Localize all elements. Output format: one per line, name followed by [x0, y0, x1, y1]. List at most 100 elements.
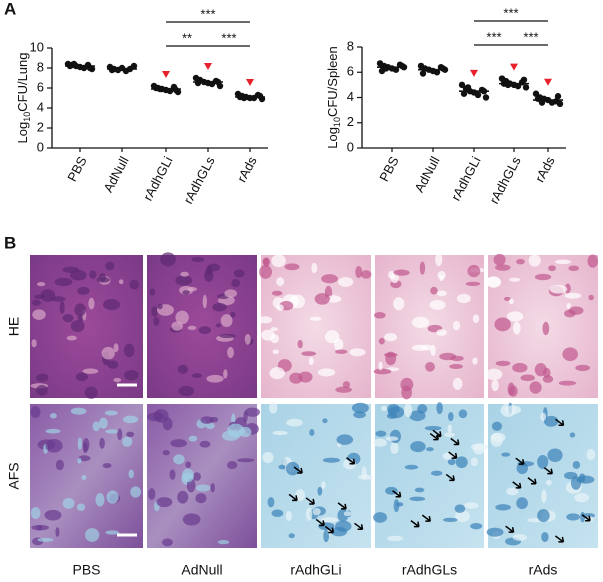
texture	[588, 294, 594, 301]
texture	[198, 326, 212, 335]
texture	[76, 503, 86, 511]
texture	[92, 421, 101, 432]
micrograph	[147, 255, 257, 398]
texture	[485, 276, 501, 287]
y-axis-label: Log10CFU/Lung	[15, 53, 32, 144]
texture	[170, 439, 188, 448]
significance-label: ***	[221, 30, 236, 45]
texture	[306, 507, 313, 521]
texture	[171, 321, 183, 331]
texture	[177, 490, 189, 504]
texture	[528, 254, 541, 267]
y-axis-label: Log10CFU/Spleen	[325, 46, 342, 149]
texture	[322, 457, 340, 463]
texture	[472, 314, 480, 324]
data-point	[419, 70, 427, 77]
texture	[77, 437, 82, 450]
texture	[542, 321, 550, 336]
texture	[74, 303, 86, 317]
texture	[270, 327, 278, 332]
y-axis-label-part: CFU/Lung	[15, 53, 30, 112]
texture	[103, 299, 121, 311]
texture	[321, 481, 326, 490]
texture	[205, 422, 215, 430]
texture	[580, 511, 585, 523]
texture	[336, 434, 354, 445]
texture	[520, 374, 535, 382]
texture	[390, 272, 399, 284]
texture	[278, 464, 286, 470]
arrow	[581, 514, 591, 522]
data-point	[522, 84, 530, 91]
texture	[512, 533, 528, 541]
texture	[288, 533, 295, 539]
texture	[467, 264, 481, 278]
y-axis-label-part: Log	[15, 122, 30, 144]
texture	[516, 258, 525, 265]
texture	[317, 368, 336, 377]
texture	[99, 437, 105, 449]
texture	[231, 278, 241, 288]
texture	[185, 461, 192, 469]
texture	[534, 273, 552, 281]
row-label: HE	[6, 317, 22, 336]
texture	[118, 279, 124, 285]
texture	[62, 497, 75, 509]
y-tick-label: 2	[37, 119, 44, 134]
texture	[503, 296, 511, 301]
texture	[45, 428, 61, 434]
texture	[436, 402, 443, 415]
arrow	[445, 473, 455, 482]
data-point	[439, 65, 447, 72]
texture	[554, 259, 572, 265]
texture	[472, 357, 478, 365]
texture	[200, 416, 214, 424]
texture	[37, 537, 54, 542]
texture	[493, 253, 506, 266]
texture	[512, 321, 521, 335]
texture	[59, 301, 65, 314]
texture	[84, 528, 100, 542]
texture	[324, 330, 340, 344]
texture	[569, 432, 576, 438]
texture	[421, 344, 433, 351]
texture	[387, 403, 400, 414]
y-axis-label-part: Log	[325, 127, 340, 149]
texture	[537, 509, 550, 523]
texture	[82, 368, 99, 374]
texture	[262, 257, 271, 267]
texture	[45, 439, 63, 453]
texture	[227, 346, 234, 359]
texture	[353, 411, 366, 419]
texture	[77, 286, 90, 295]
x-tick-label: rAdhGLi	[448, 154, 484, 203]
texture	[220, 314, 233, 328]
significance-marker	[162, 71, 170, 78]
texture	[430, 286, 438, 295]
texture	[491, 421, 503, 431]
micrograph	[30, 404, 143, 548]
texture	[424, 425, 442, 431]
texture	[458, 409, 468, 419]
texture	[454, 504, 466, 513]
data-point	[108, 66, 116, 74]
data-point	[392, 66, 400, 73]
arrow	[429, 432, 439, 441]
data-point	[556, 100, 564, 108]
texture	[191, 373, 202, 379]
x-tick-label: AdNull	[100, 154, 131, 195]
texture	[494, 317, 511, 332]
texture	[322, 418, 328, 424]
texture	[269, 367, 285, 380]
data-point	[520, 76, 528, 84]
texture	[96, 276, 110, 283]
texture	[540, 412, 547, 421]
data-point	[464, 84, 472, 91]
texture	[285, 510, 292, 521]
texture	[321, 274, 338, 284]
texture	[36, 385, 48, 396]
texture	[455, 456, 468, 469]
texture	[206, 374, 224, 383]
texture	[202, 294, 207, 309]
data-point	[382, 65, 390, 72]
